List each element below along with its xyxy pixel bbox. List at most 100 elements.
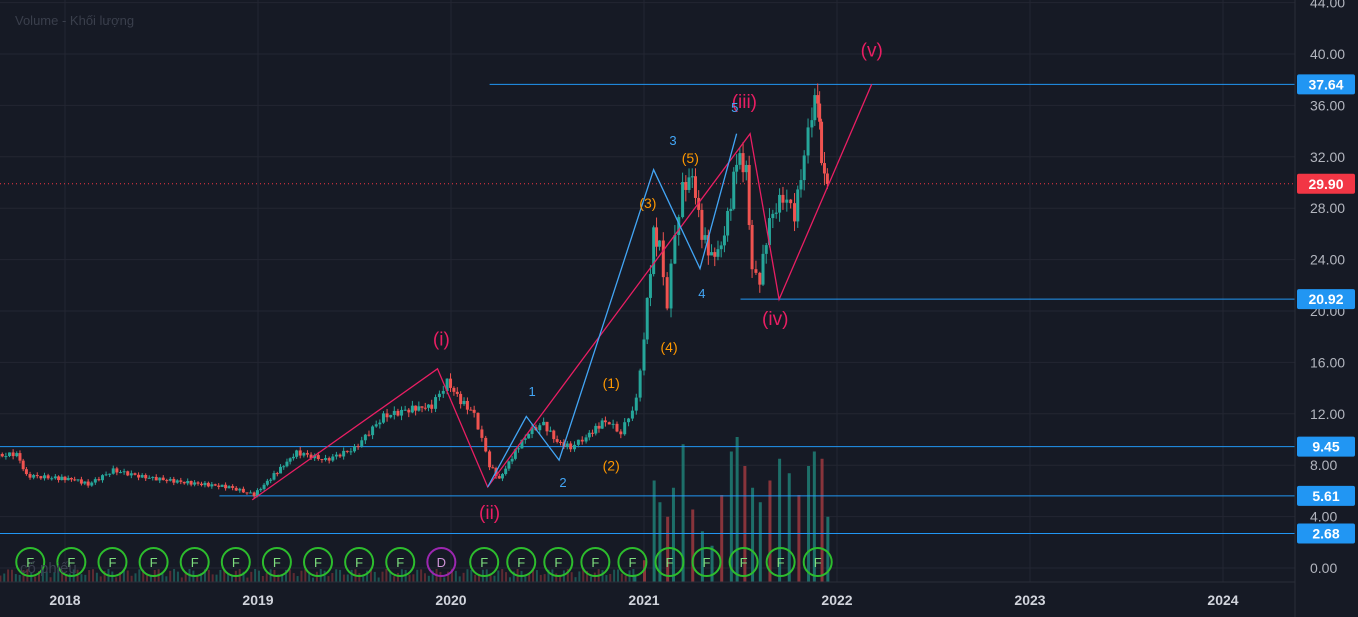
volume-bar — [616, 569, 619, 582]
volume-bar — [377, 577, 380, 582]
volume-bar — [501, 569, 504, 582]
event-marker-circle — [580, 547, 611, 577]
candle-body — [545, 421, 549, 432]
candle-body — [172, 478, 176, 483]
candle-body — [259, 488, 263, 491]
candle-body — [63, 476, 67, 481]
volume-bar — [624, 575, 627, 582]
volume-bar — [423, 573, 426, 582]
candle-body — [327, 458, 331, 461]
candle-body — [527, 434, 531, 439]
candle-body — [820, 121, 824, 164]
indicator-label[interactable]: Volume - Khối lượng — [15, 13, 135, 28]
volume-bar — [95, 572, 98, 582]
horizontal-levels[interactable] — [0, 83, 1295, 535]
candle-body — [331, 456, 335, 461]
candle-body — [66, 478, 70, 481]
volume-bar — [758, 502, 762, 582]
candle-body — [24, 469, 28, 475]
level-badge — [1297, 289, 1355, 310]
level-badge-label: 2.68 — [1312, 526, 1339, 542]
volume-bar — [470, 570, 473, 582]
major-wave-label: (i) — [433, 330, 450, 351]
volume-bar — [528, 572, 531, 582]
candle-body — [129, 473, 133, 476]
candle-body — [279, 466, 283, 474]
minor-wave-label: 5 — [731, 100, 738, 115]
event-marker-label: F — [665, 555, 673, 570]
wave-lines[interactable] — [251, 84, 873, 501]
sub-wave-label: (3) — [639, 195, 656, 211]
candle-body — [73, 479, 77, 481]
candle-body — [434, 397, 438, 409]
candle-body — [385, 413, 389, 418]
volume-bar — [327, 576, 330, 582]
candle-body — [115, 468, 119, 473]
volume-bar — [385, 568, 388, 582]
candle-body — [93, 479, 97, 483]
volume-bar — [416, 569, 419, 582]
candle-body — [298, 450, 302, 456]
candle-body — [137, 474, 141, 478]
candle-body — [79, 479, 83, 484]
candle-body — [60, 476, 64, 481]
candle-body — [147, 477, 151, 479]
candle-body — [396, 410, 400, 416]
candle-body — [645, 297, 649, 340]
candle-body — [810, 120, 814, 128]
candle-body — [392, 410, 396, 415]
candle-body — [611, 423, 615, 425]
candle-body — [126, 471, 130, 476]
volume-bar — [258, 570, 260, 582]
event-marker-label: F — [740, 555, 748, 570]
watermark: cổ phiếu — [20, 560, 77, 577]
volume-bar — [80, 574, 83, 582]
volume-bar — [254, 568, 257, 582]
volume-bar — [562, 570, 565, 582]
candle-body — [565, 443, 569, 447]
volume-bar — [88, 570, 91, 582]
candle-body — [309, 454, 313, 459]
candle-body — [462, 400, 466, 405]
event-marker-label: F — [191, 555, 199, 570]
event-marker-circle — [220, 547, 251, 577]
volume-bar — [652, 480, 656, 582]
candle-body — [465, 400, 469, 410]
volume-bar — [462, 572, 465, 582]
volume-bar — [710, 545, 714, 582]
volume-bar — [586, 571, 589, 582]
candle-body — [35, 475, 39, 477]
candle-body — [334, 454, 338, 457]
candle-body — [203, 482, 207, 486]
volume-bar — [323, 570, 326, 582]
volume-bar — [149, 574, 152, 582]
candle-body — [648, 274, 652, 298]
candle-body — [86, 481, 90, 486]
candle-body — [189, 481, 193, 485]
volume-bar — [807, 466, 811, 582]
volume-bar — [681, 444, 685, 582]
candle-body — [726, 210, 730, 236]
candle-body — [584, 437, 588, 442]
volume-bar — [84, 574, 87, 582]
candle-body — [97, 479, 101, 481]
volume-bar — [497, 570, 500, 582]
candle-body — [750, 225, 754, 270]
volume-bar — [362, 575, 365, 582]
volume-bar — [203, 569, 206, 582]
event-marker-circle — [261, 547, 292, 577]
event-marker-label: F — [314, 555, 322, 570]
candlesticks — [0, 83, 829, 499]
y-tick-label: 12.00 — [1310, 406, 1345, 422]
candle-body — [381, 413, 385, 423]
volume-bar — [99, 576, 102, 582]
candle-body — [367, 434, 371, 436]
candle-body — [403, 409, 407, 411]
volume-bar — [161, 572, 164, 582]
candle-body — [623, 422, 627, 435]
volume-bar — [543, 574, 546, 582]
candle-body — [238, 488, 242, 491]
volume-bar — [373, 571, 376, 582]
